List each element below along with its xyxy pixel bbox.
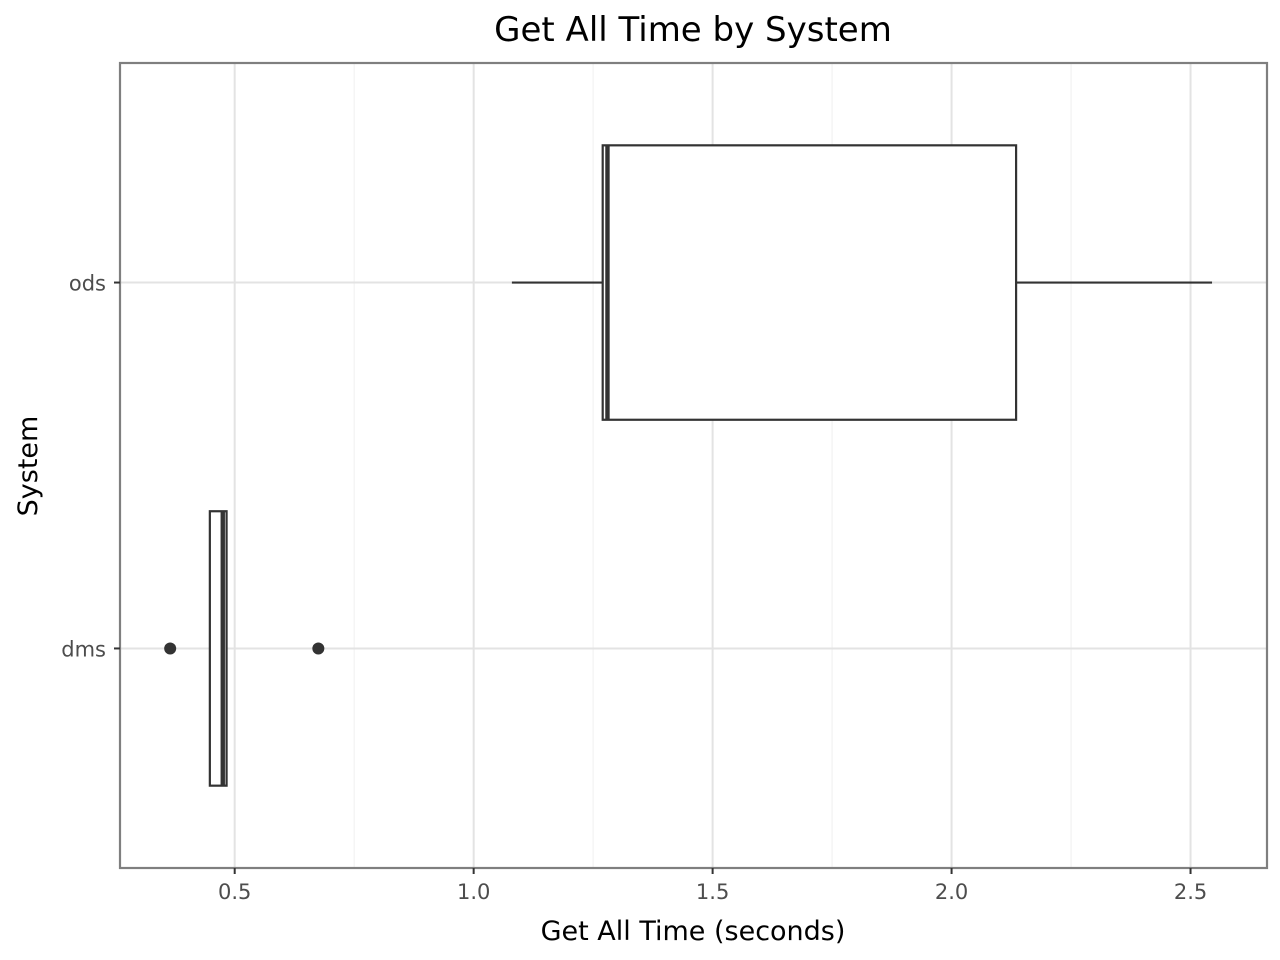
plot-panel-border <box>118 61 1269 870</box>
y-axis-title: System <box>13 416 44 517</box>
x-tick-label: 2.0 <box>935 880 968 904</box>
box-marks <box>164 144 1213 787</box>
x-axis-ticks: 0.5 1.0 1.5 2.0 2.5 <box>218 868 1207 904</box>
outlier-point-dms <box>312 642 325 655</box>
chart-title: Get All Time by System <box>494 10 892 50</box>
y-tick-label-dms: dms <box>61 637 106 661</box>
x-axis-title: Get All Time (seconds) <box>541 916 846 947</box>
box-ods <box>511 144 1213 421</box>
iqr-box-ods <box>601 144 1018 421</box>
box-dms <box>164 510 325 787</box>
x-tick-label: 1.0 <box>457 880 490 904</box>
y-tick-label-ods: ods <box>69 272 106 296</box>
x-tick-label: 2.5 <box>1174 880 1207 904</box>
outlier-point-dms <box>164 642 177 655</box>
y-axis-ticks: dms ods <box>61 272 120 661</box>
x-tick-label: 1.5 <box>696 880 729 904</box>
x-tick-label: 0.5 <box>218 880 251 904</box>
